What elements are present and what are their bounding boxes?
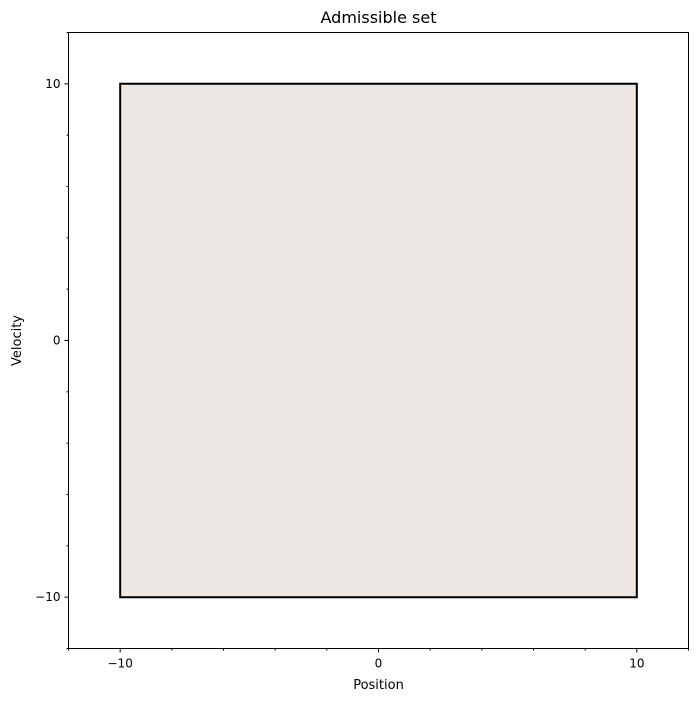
- plot-frame: [68, 32, 689, 649]
- x-axis-label: Position: [353, 678, 404, 693]
- x-tick-label: −10: [108, 657, 133, 671]
- chart-title: Admissible set: [321, 8, 437, 27]
- y-tick-label: 0: [53, 334, 61, 348]
- x-tick-label: 10: [629, 657, 644, 671]
- x-tick-label: 0: [375, 657, 383, 671]
- region-1: [119, 82, 638, 599]
- regions-layer: [119, 82, 638, 599]
- y-axis-label: Velocity: [10, 315, 25, 366]
- y-tick-label: 10: [45, 77, 60, 91]
- y-tick-label: −10: [35, 590, 60, 604]
